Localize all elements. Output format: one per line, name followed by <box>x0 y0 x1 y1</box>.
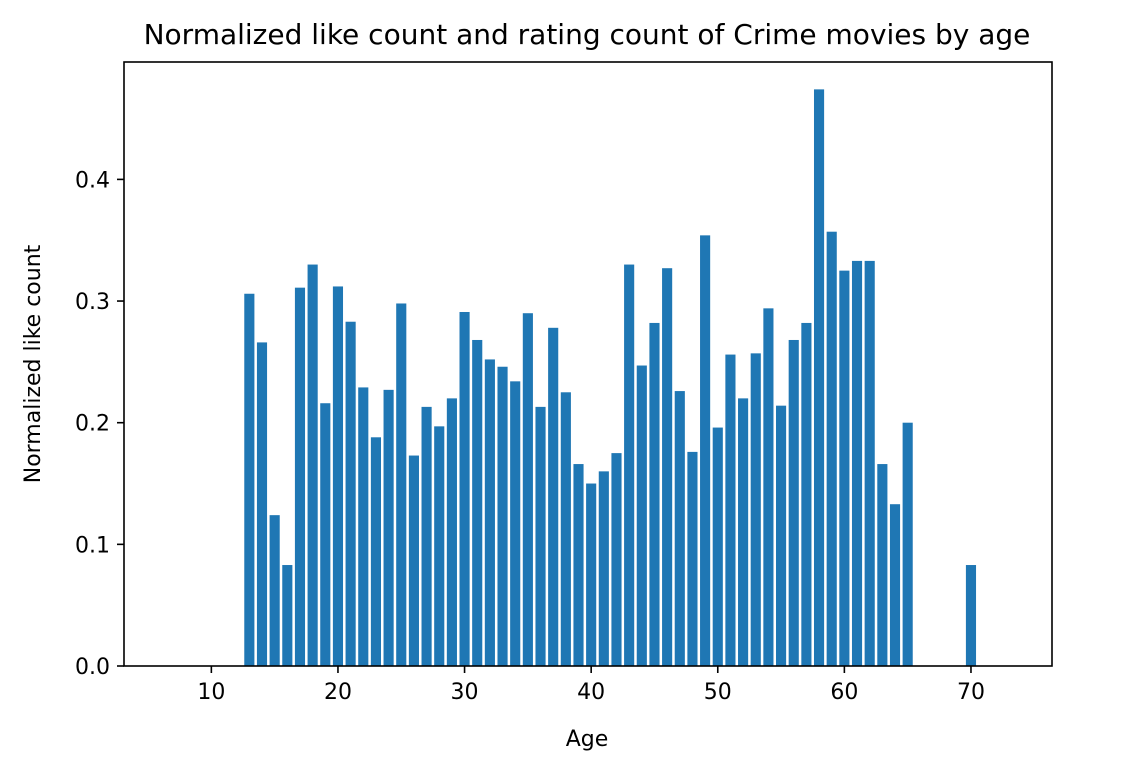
bar-age-64 <box>889 504 901 666</box>
bar-age-21 <box>345 321 356 666</box>
bar-age-57 <box>801 322 812 666</box>
bar-age-46 <box>662 268 673 666</box>
bar-age-45 <box>649 322 660 666</box>
bar-age-40 <box>586 483 597 666</box>
bar-age-39 <box>573 464 584 666</box>
bar-age-41 <box>598 471 609 666</box>
bar-age-26 <box>408 455 419 666</box>
bar-age-30 <box>459 311 470 666</box>
x-tick-label: 40 <box>577 680 605 705</box>
bar-age-29 <box>446 398 457 666</box>
bar-age-62 <box>864 260 875 666</box>
bar-age-23 <box>370 437 382 666</box>
bar-age-56 <box>788 339 799 666</box>
x-tick-label: 70 <box>957 680 985 705</box>
bar-age-53 <box>750 353 761 666</box>
bar-age-47 <box>674 391 685 666</box>
bar-age-36 <box>535 406 546 666</box>
bar-age-49 <box>700 235 711 667</box>
bar-age-43 <box>624 264 635 666</box>
bar-age-52 <box>738 398 749 666</box>
bar-age-32 <box>484 359 495 666</box>
bar-age-42 <box>611 453 622 666</box>
bar-age-44 <box>636 365 647 666</box>
y-tick-label: 0.0 <box>75 655 110 680</box>
bar-age-24 <box>383 389 394 666</box>
bar-age-59 <box>826 231 837 667</box>
bar-age-13 <box>244 293 255 666</box>
bar-age-19 <box>320 403 331 666</box>
y-axis-label: Normalized like count <box>21 244 46 483</box>
x-tick-label: 10 <box>197 680 225 705</box>
x-tick-label: 30 <box>451 680 479 705</box>
bar-age-17 <box>294 287 306 666</box>
bar-age-50 <box>712 427 723 666</box>
bar-age-51 <box>725 354 736 666</box>
bar-age-25 <box>396 303 407 666</box>
bar-age-65 <box>902 422 913 666</box>
plot-frame <box>123 61 1053 667</box>
bar-age-16 <box>282 565 293 666</box>
y-tick-label: 0.3 <box>75 290 110 315</box>
bar-age-28 <box>434 426 445 666</box>
bar-age-38 <box>560 392 571 666</box>
y-axis-ticks: 0.0 0.1 0.2 0.3 0.4 <box>75 168 124 680</box>
bar-age-55 <box>776 405 787 666</box>
chart-title: Normalized like count and rating count o… <box>144 18 1031 51</box>
y-tick-label: 0.2 <box>75 412 110 437</box>
bars-group <box>244 89 977 667</box>
bar-age-35 <box>522 313 533 666</box>
bar-age-22 <box>358 387 369 666</box>
bar-age-33 <box>497 366 508 666</box>
x-tick-label: 50 <box>704 680 732 705</box>
y-tick-label: 0.4 <box>75 168 110 193</box>
bar-age-48 <box>687 451 698 666</box>
bar-age-14 <box>256 342 268 666</box>
bar-age-63 <box>877 464 888 666</box>
x-tick-label: 20 <box>324 680 352 705</box>
x-tick-label: 60 <box>830 680 858 705</box>
bar-age-18 <box>307 264 318 666</box>
bar-age-15 <box>269 515 280 666</box>
bar-age-37 <box>548 327 559 666</box>
bar-age-54 <box>763 308 774 666</box>
bar-age-27 <box>421 406 432 666</box>
bar-age-34 <box>510 381 521 666</box>
bar-age-31 <box>472 339 483 666</box>
bar-age-20 <box>332 286 344 666</box>
x-axis-ticks: 10 20 30 40 50 60 70 <box>197 666 985 705</box>
bar-age-70 <box>965 565 977 666</box>
bar-age-61 <box>851 260 863 666</box>
bar-age-60 <box>839 270 850 666</box>
y-tick-label: 0.1 <box>75 533 110 558</box>
bar-age-58 <box>813 89 825 667</box>
x-axis-label: Age <box>566 727 609 752</box>
